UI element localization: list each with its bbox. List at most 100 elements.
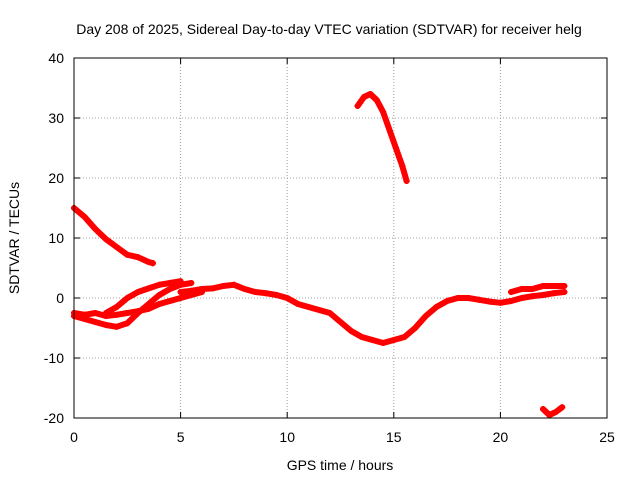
data-point [188,287,195,294]
data-point [273,292,280,298]
data-point [209,285,216,292]
data-point [134,289,141,295]
data-point [102,236,109,243]
data-point [230,281,237,288]
series-line [540,404,566,418]
y-axis-label: SDTVAR / TECUs [6,182,22,294]
data-point [422,313,429,319]
axis-ticks [73,57,608,419]
data-point [399,163,406,169]
y-tick-label: 0 [56,290,64,306]
data-point [284,295,291,301]
data-point [316,307,323,313]
data-point [550,290,557,297]
y-tick-label: -10 [44,350,64,366]
y-tick-label: 10 [48,230,64,246]
data-point [546,412,553,418]
data-point [403,178,410,184]
data-point [518,295,525,301]
y-tick-label: -20 [44,410,64,426]
data-point [102,310,109,316]
data-point [540,292,547,298]
data-point [149,260,156,267]
data-point [369,337,376,343]
data-point [380,109,387,115]
data-point [166,298,173,304]
data-point [540,283,547,289]
data-point [337,319,344,325]
data-point [529,293,536,300]
data-point [552,409,559,415]
y-tick-label: 40 [48,50,64,66]
data-point [166,286,173,292]
data-point [188,280,195,286]
data-point [124,251,131,258]
data-point [241,286,248,292]
data-point [486,298,493,305]
data-point [444,298,451,304]
data-point [373,97,380,103]
data-point [559,404,566,411]
data-point [433,304,440,310]
series-late-spread [508,283,568,295]
data-point [508,289,515,295]
data-point [220,283,227,289]
x-tick-label: 10 [279,429,295,445]
data-point [81,214,88,220]
data-point [134,308,141,315]
data-point [113,323,120,330]
data-point [497,299,504,306]
y-tick-label: 20 [48,170,64,186]
series-layer [71,91,568,418]
data-point [561,283,568,289]
data-point [508,298,515,304]
data-point [386,127,393,133]
data-point [92,310,99,316]
data-point [145,259,152,265]
x-tick-label: 20 [493,429,509,445]
data-point [134,254,141,261]
x-tick-label: 15 [386,429,402,445]
data-point [354,103,361,109]
data-point [166,280,173,286]
data-point [124,320,131,327]
data-point [177,278,184,285]
data-point [390,337,397,343]
data-point [156,301,163,307]
data-point [156,281,163,288]
tick-labels: 0 5 10 15 20 25 -20 -10 0 10 20 30 40 [44,50,615,445]
data-point [262,290,269,297]
data-point [92,226,99,232]
data-point [156,292,163,298]
data-point [92,319,99,325]
data-point [124,310,131,316]
chart-title: Day 208 of 2025, Sidereal Day-to-day VTE… [76,21,582,37]
data-point [294,301,301,307]
data-point [465,295,472,301]
data-point [360,94,367,100]
data-point [326,310,333,316]
data-point [177,289,184,295]
data-point [113,311,120,318]
y-tick-label: 30 [48,110,64,126]
x-tick-label: 5 [177,429,185,445]
data-point [145,305,152,312]
data-point [177,295,184,301]
data-point [540,406,547,412]
data-point [124,295,131,301]
data-point [81,311,88,318]
x-tick-label: 25 [599,429,615,445]
data-point [102,322,109,328]
data-point [412,325,419,331]
data-point [529,286,536,292]
data-point [476,296,483,303]
data-point [305,304,312,310]
data-point [561,289,568,295]
series-peak-arc [354,91,410,184]
data-point [358,334,365,340]
x-axis-label: GPS time / hours [287,457,394,473]
data-point [113,244,120,250]
data-point [401,334,408,340]
series-upper-branch [102,278,184,316]
